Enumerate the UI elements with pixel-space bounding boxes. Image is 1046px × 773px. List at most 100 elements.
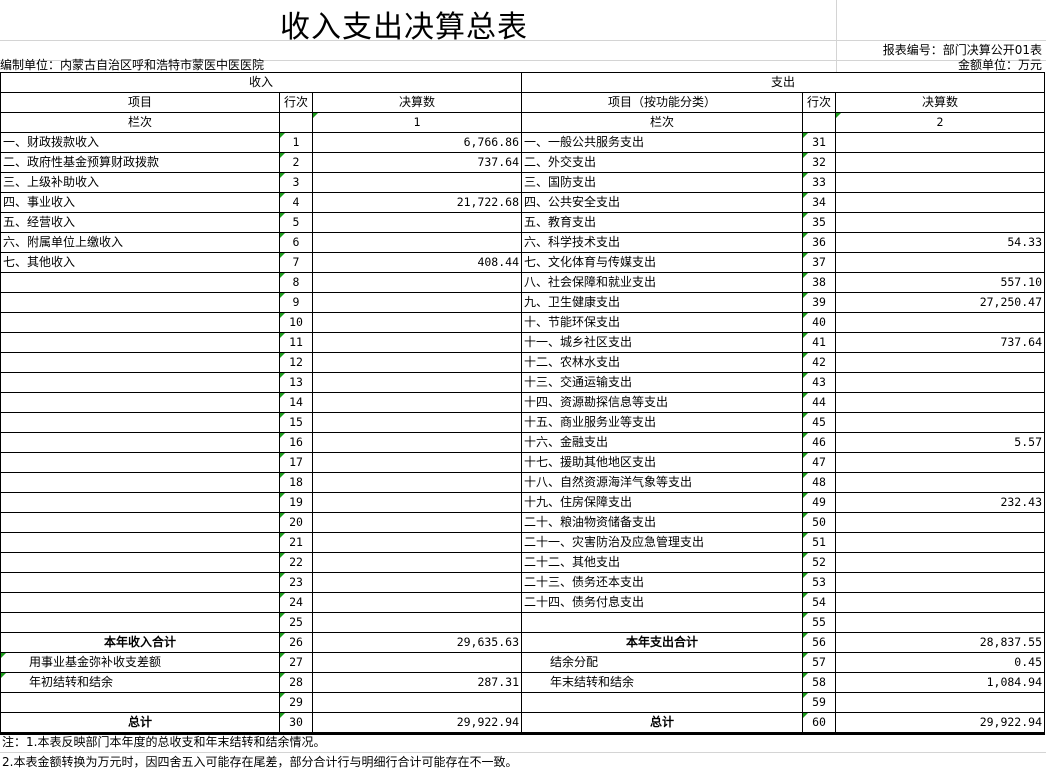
income-item: 用事业基金弥补收支差额	[0, 652, 280, 673]
expense-item: 九、卫生健康支出	[521, 292, 803, 313]
expense-amount	[835, 152, 1045, 173]
income-amount	[312, 312, 522, 333]
income-amount	[312, 572, 522, 593]
expense-amount	[835, 452, 1045, 473]
table-row: 用事业基金弥补收支差额 27 结余分配 57 0.45	[0, 652, 1045, 673]
income-row-no: 28	[279, 672, 313, 693]
income-row-no-header: 行次	[279, 92, 313, 113]
income-amount	[312, 392, 522, 413]
expense-row-no: 53	[802, 572, 836, 593]
expense-item: 十六、金融支出	[521, 432, 803, 453]
table-row: 17 十七、援助其他地区支出 47	[0, 452, 1045, 473]
income-item	[0, 332, 280, 353]
expense-item: 总计	[521, 712, 803, 735]
expense-row-no: 58	[802, 672, 836, 693]
income-amount	[312, 492, 522, 513]
income-amount: 29,922.94	[312, 712, 522, 735]
income-item: 四、事业收入	[0, 192, 280, 213]
income-row-no: 27	[279, 652, 313, 673]
expense-amount	[835, 392, 1045, 413]
table-row: 23 二十三、债务还本支出 53	[0, 572, 1045, 593]
income-item	[0, 452, 280, 473]
income-row-no: 10	[279, 312, 313, 333]
table-row: 25 55	[0, 612, 1045, 633]
income-item	[0, 372, 280, 393]
income-item-header: 项目	[0, 92, 280, 113]
expense-row-no: 52	[802, 552, 836, 573]
table-row: 14 十四、资源勘探信息等支出 44	[0, 392, 1045, 413]
income-amount	[312, 272, 522, 293]
income-amount	[312, 412, 522, 433]
expense-row-no: 40	[802, 312, 836, 333]
expense-item: 七、文化体育与传媒支出	[521, 252, 803, 273]
expense-item: 十八、自然资源海洋气象等支出	[521, 472, 803, 493]
income-column-label: 栏次	[0, 112, 280, 133]
expense-item: 二十一、灾害防治及应急管理支出	[521, 532, 803, 553]
expense-amount: 29,922.94	[835, 712, 1045, 735]
expense-amount	[835, 312, 1045, 333]
income-row-no: 4	[279, 192, 313, 213]
income-item: 三、上级补助收入	[0, 172, 280, 193]
table-row: 24 二十四、债务付息支出 54	[0, 592, 1045, 613]
income-amount	[312, 232, 522, 253]
table-row: 四、事业收入 4 21,722.68 四、公共安全支出 34	[0, 192, 1045, 213]
income-amount	[312, 592, 522, 613]
expense-row-no-header: 行次	[802, 92, 836, 113]
table-row: 29 59	[0, 692, 1045, 713]
income-item	[0, 272, 280, 293]
table-row: 21 二十一、灾害防治及应急管理支出 51	[0, 532, 1045, 553]
income-amount	[312, 332, 522, 353]
income-item	[0, 292, 280, 313]
income-item	[0, 492, 280, 513]
table-row: 总计 30 29,922.94 总计 60 29,922.94	[0, 712, 1045, 735]
expense-item: 二、外交支出	[521, 152, 803, 173]
expense-amount: 557.10	[835, 272, 1045, 293]
amount-unit: 金额单位：万元	[957, 58, 1042, 72]
column-index-row: 栏次 1 栏次 2	[0, 112, 1045, 133]
income-row-no: 12	[279, 352, 313, 373]
expense-row-no: 31	[802, 132, 836, 153]
income-row-no: 22	[279, 552, 313, 573]
expense-item: 十五、商业服务业等支出	[521, 412, 803, 433]
expense-row-no: 55	[802, 612, 836, 633]
expense-item: 一、一般公共服务支出	[521, 132, 803, 153]
expense-amount: 1,084.94	[835, 672, 1045, 693]
table-row: 七、其他收入 7 408.44 七、文化体育与传媒支出 37	[0, 252, 1045, 273]
income-item	[0, 512, 280, 533]
income-amount	[312, 692, 522, 713]
expense-amount: 232.43	[835, 492, 1045, 513]
table-row: 12 十二、农林水支出 42	[0, 352, 1045, 373]
income-item	[0, 592, 280, 613]
income-amount: 29,635.63	[312, 632, 522, 653]
expense-amount	[835, 692, 1045, 713]
expense-row-no: 35	[802, 212, 836, 233]
income-row-no: 14	[279, 392, 313, 413]
empty-cell	[279, 112, 313, 133]
income-row-no: 11	[279, 332, 313, 353]
income-item: 六、附属单位上缴收入	[0, 232, 280, 253]
table-row: 20 二十、粮油物资储备支出 50	[0, 512, 1045, 533]
table-row: 16 十六、金融支出 46 5.57	[0, 432, 1045, 453]
income-row-no: 26	[279, 632, 313, 653]
income-amount-header: 决算数	[312, 92, 522, 113]
expense-item: 十四、资源勘探信息等支出	[521, 392, 803, 413]
table-row: 18 十八、自然资源海洋气象等支出 48	[0, 472, 1045, 493]
expense-item: 结余分配	[521, 652, 803, 673]
income-item	[0, 692, 280, 713]
income-item: 二、政府性基金预算财政拨款	[0, 152, 280, 173]
expense-item-header: 项目（按功能分类）	[521, 92, 803, 113]
table-row: 9 九、卫生健康支出 39 27,250.47	[0, 292, 1045, 313]
expense-amount	[835, 552, 1045, 573]
title-row: 收入支出决算总表	[0, 0, 1046, 45]
expense-row-no: 39	[802, 292, 836, 313]
table-row: 三、上级补助收入 3 三、国防支出 33	[0, 172, 1045, 193]
expense-amount	[835, 132, 1045, 153]
expense-amount	[835, 412, 1045, 433]
income-item: 一、财政拨款收入	[0, 132, 280, 153]
table-row: 年初结转和结余 28 287.31 年末结转和结余 58 1,084.94	[0, 672, 1045, 693]
expense-amount	[835, 472, 1045, 493]
income-row-no: 21	[279, 532, 313, 553]
income-row-no: 6	[279, 232, 313, 253]
table-row: 8 八、社会保障和就业支出 38 557.10	[0, 272, 1045, 293]
expense-item: 二十三、债务还本支出	[521, 572, 803, 593]
